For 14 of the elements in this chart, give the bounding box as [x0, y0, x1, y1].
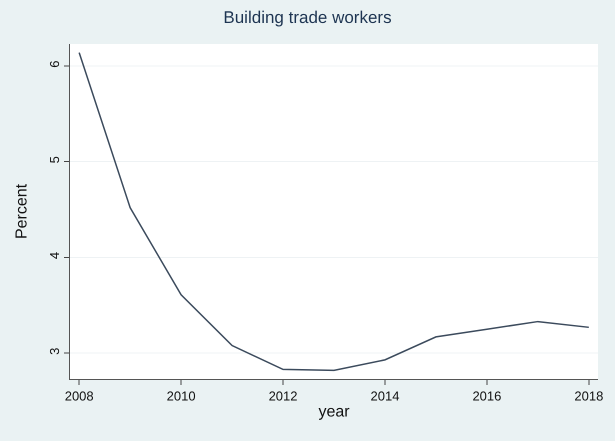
x-tick-label: 2018 — [574, 388, 604, 404]
y-tick-label: 3 — [46, 348, 62, 355]
y-tick-label: 6 — [46, 60, 62, 68]
x-tick-label: 2012 — [268, 388, 298, 404]
chart-title: Building trade workers — [223, 8, 392, 27]
x-axis-title: year — [318, 403, 350, 420]
x-tick-label: 2016 — [472, 388, 502, 404]
y-axis-title: Percent — [14, 183, 31, 240]
x-tick-label: 2008 — [64, 388, 94, 404]
y-tick-label: 4 — [46, 252, 62, 260]
x-tick-label: 2010 — [166, 388, 196, 404]
line-series — [78, 52, 590, 372]
x-tick-label: 2014 — [370, 388, 400, 404]
y-tick-label: 5 — [46, 156, 62, 164]
